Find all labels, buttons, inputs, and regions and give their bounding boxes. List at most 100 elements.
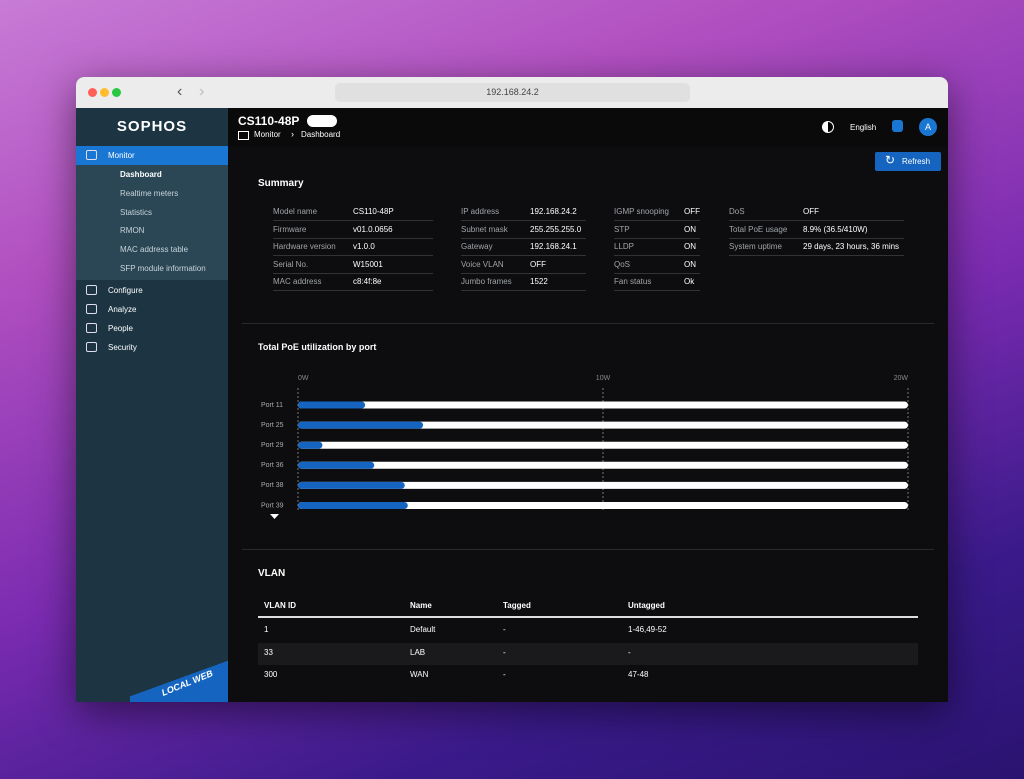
section-title: VLAN — [258, 568, 286, 579]
row-stripe — [258, 642, 918, 665]
nav-icon — [86, 341, 97, 352]
summary-value: v01.0.0656 — [353, 224, 393, 234]
row-divider — [461, 220, 586, 221]
nav-icon — [86, 303, 97, 314]
table-cell: - — [503, 625, 506, 634]
x-tick-label: 0W — [298, 375, 309, 382]
row-divider — [729, 255, 904, 257]
breadcrumb: Dashboard — [301, 130, 341, 139]
table-header: Name — [410, 601, 432, 610]
table-cell: 300 — [264, 670, 278, 679]
y-tick-label: Port 25 — [261, 422, 284, 429]
submenu-item[interactable]: Realtime meters — [120, 188, 179, 198]
section-divider — [242, 549, 934, 550]
submenu-item[interactable]: MAC address table — [120, 245, 189, 255]
y-tick-label: Port 39 — [261, 502, 284, 509]
summary-value: v1.0.0 — [353, 242, 375, 252]
url-bar[interactable] — [335, 83, 690, 102]
nav-item[interactable]: Analyze — [108, 304, 137, 314]
nav-item[interactable]: Monitor — [108, 151, 135, 160]
table-cell: 47-48 — [628, 670, 649, 679]
summary-label: Firmware — [273, 224, 307, 234]
window-button[interactable] — [100, 88, 109, 97]
nav-icon — [86, 284, 97, 295]
table-cell: - — [628, 647, 631, 657]
bar — [298, 461, 375, 469]
nav-arrow[interactable]: › — [199, 83, 205, 100]
refresh-button[interactable] — [875, 152, 941, 171]
language-select[interactable] — [892, 120, 903, 132]
breadcrumb-icon — [238, 131, 249, 140]
nav-item[interactable]: People — [108, 323, 133, 333]
summary-label: Hardware version — [273, 242, 336, 252]
row-divider — [461, 255, 586, 257]
summary-label: STP — [614, 224, 630, 234]
row-divider — [273, 220, 433, 221]
theme-toggle[interactable] — [822, 121, 834, 133]
bar — [298, 441, 323, 449]
submenu-item[interactable]: Dashboard — [120, 170, 162, 179]
summary-value: OFF — [684, 207, 700, 216]
section-title: Summary — [258, 178, 304, 189]
row-divider — [273, 272, 433, 274]
summary-label: Gateway — [461, 242, 493, 252]
nav-arrow[interactable]: ‹ — [177, 83, 183, 100]
summary-label: Model name — [273, 207, 318, 216]
y-tick-label: Port 38 — [261, 482, 284, 489]
y-tick-label: Port 29 — [261, 442, 284, 449]
window-button[interactable] — [88, 88, 97, 97]
bar-track — [298, 461, 908, 469]
url[interactable]: 192.168.24.2 — [486, 87, 539, 97]
summary-value: 255.255.255.0 — [530, 224, 582, 234]
summary-label: IP address — [461, 207, 500, 216]
breadcrumb[interactable]: Monitor — [254, 130, 281, 139]
bar-track — [298, 481, 908, 489]
submenu-item[interactable]: RMON — [120, 226, 145, 236]
device-name: CS110-48P — [238, 114, 300, 128]
row-divider — [461, 237, 586, 239]
summary-label: QoS — [614, 259, 631, 269]
table-cell: LAB — [410, 647, 426, 657]
header-divider — [258, 616, 918, 618]
bar — [298, 401, 366, 409]
submenu-item[interactable]: SFP module information — [120, 264, 206, 273]
summary-label: Serial No. — [273, 259, 309, 269]
nav-item[interactable]: Security — [108, 342, 137, 352]
bar-track — [298, 421, 908, 429]
table-cell: 1 — [264, 625, 269, 634]
summary-value: OFF — [803, 207, 819, 216]
bar-track — [298, 401, 908, 409]
refresh-label[interactable]: Refresh — [902, 157, 931, 166]
summary-value: c8:4f:8e — [353, 277, 382, 287]
summary-value: 192.168.24.1 — [530, 242, 577, 252]
summary-label: DoS — [729, 207, 745, 216]
breadcrumb-sep: › — [291, 129, 294, 139]
summary-label: Voice VLAN — [461, 259, 504, 269]
chart-title: Total PoE utilization by port — [258, 342, 377, 352]
summary-value: CS110-48P — [353, 207, 394, 216]
row-divider — [614, 272, 700, 274]
nav-item[interactable]: Configure — [108, 285, 143, 295]
x-tick-label: 20W — [894, 375, 909, 382]
summary-value: 1522 — [530, 277, 548, 287]
bar-track — [298, 441, 908, 449]
summary-label: IGMP snooping — [614, 207, 669, 216]
summary-value: W15001 — [353, 259, 383, 269]
submenu-item[interactable]: Statistics — [120, 207, 153, 217]
language[interactable]: English — [850, 123, 877, 132]
row-divider — [614, 220, 700, 221]
row-divider — [729, 220, 904, 221]
table-cell: - — [503, 647, 506, 657]
avatar[interactable]: A — [919, 118, 937, 136]
table-cell: 1-46,49-52 — [628, 625, 667, 634]
row-divider — [614, 255, 700, 257]
bar — [298, 481, 405, 489]
table-cell: - — [503, 670, 506, 679]
badge-bg — [130, 655, 228, 702]
summary-label: Subnet mask — [461, 224, 508, 234]
window-button[interactable] — [112, 88, 121, 97]
x-tick-label: 10W — [596, 375, 611, 382]
summary-value: ON — [684, 224, 696, 234]
